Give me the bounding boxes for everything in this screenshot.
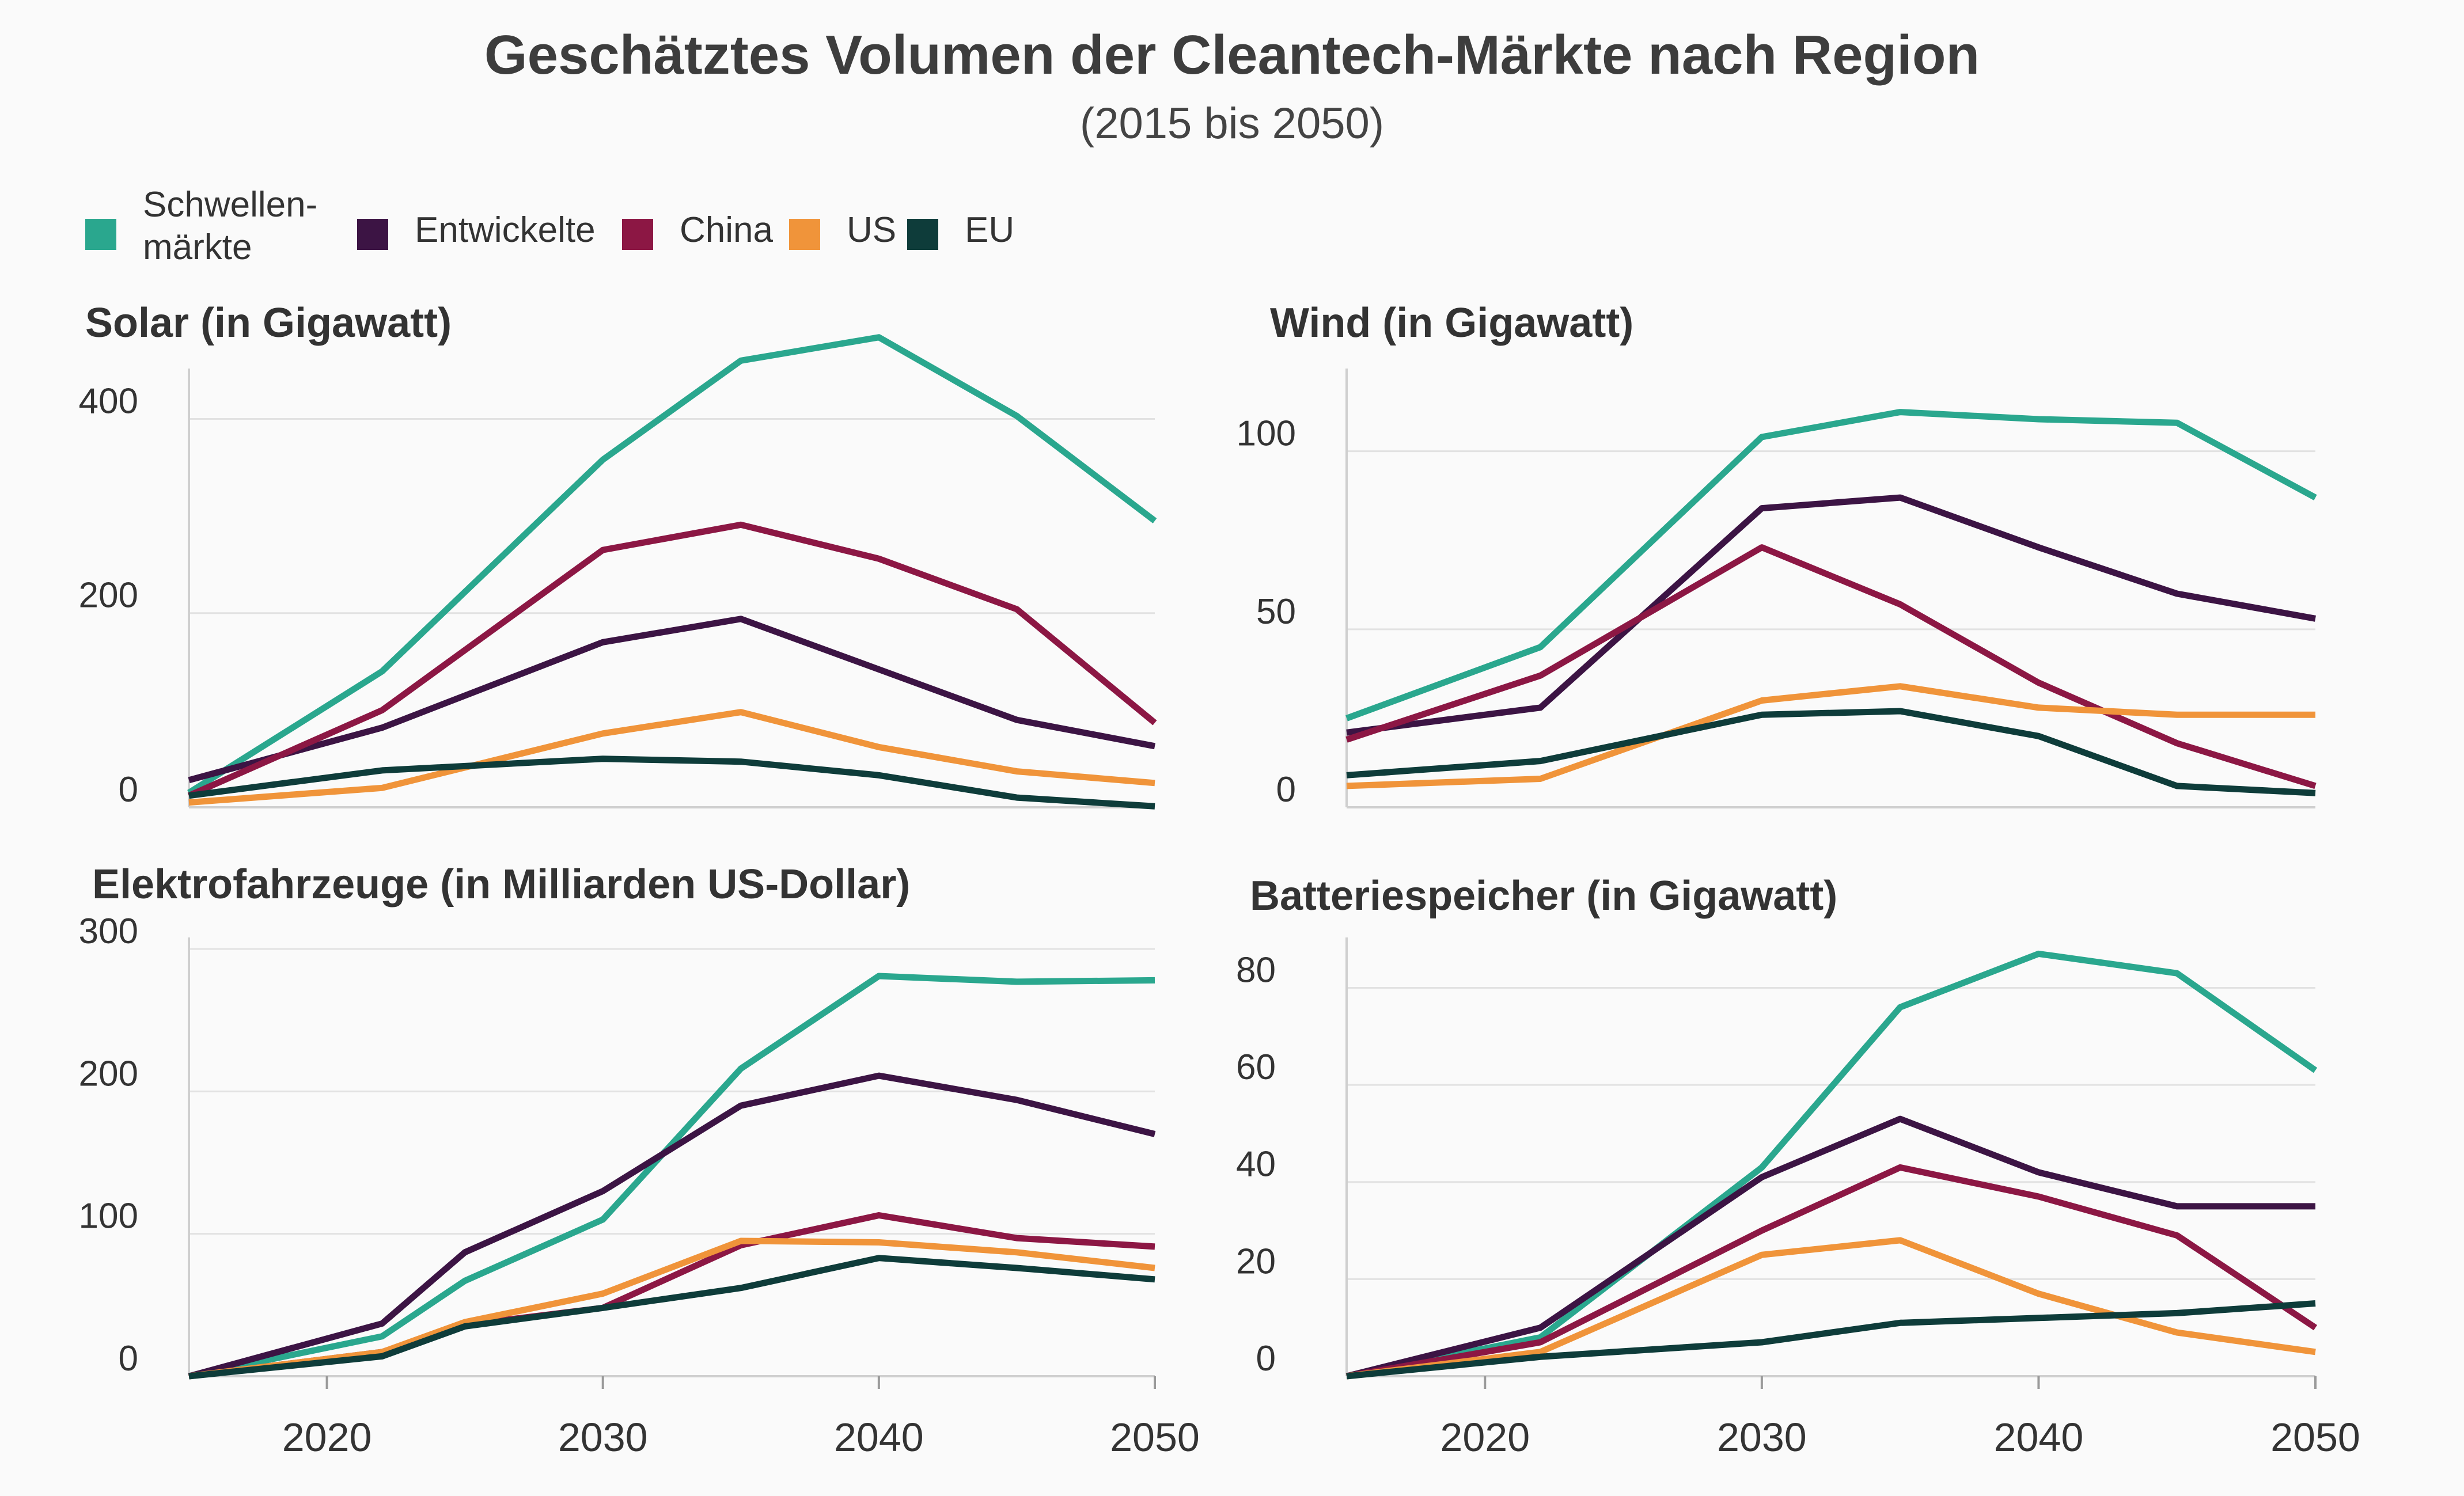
series-line — [1345, 544, 2317, 789]
series-line — [188, 709, 1155, 806]
panel-title: Solar (in Gigawatt) — [85, 300, 452, 346]
x-tick-label: 2030 — [558, 1415, 648, 1460]
legend-item: Schwellen-märkte — [85, 185, 317, 267]
y-tick-label: 300 — [79, 912, 138, 951]
chart-title: Geschätztes Volumen der Cleantech-Märkte… — [484, 24, 1980, 86]
series-line — [1345, 950, 2318, 1380]
legend-label: Entwickelte — [415, 210, 596, 250]
series-line — [188, 1255, 1155, 1380]
series-line — [188, 616, 1156, 784]
panel: Solar (in Gigawatt) 0 200 400 — [79, 300, 1157, 810]
panel-title: Batteriespeicher (in Gigawatt) — [1250, 873, 1837, 919]
panel: Elektrofahrzeuge (in Milliarden US-Dolla… — [79, 861, 1200, 1460]
series-line — [1346, 683, 2315, 789]
legend-swatch — [357, 219, 388, 250]
x-tick-label: 2050 — [1110, 1415, 1200, 1460]
legend-label: EU — [965, 210, 1014, 250]
legend-item: China — [622, 210, 774, 250]
series-line — [1345, 1115, 2315, 1380]
series-line — [188, 1237, 1155, 1380]
panel: Wind (in Gigawatt) 0 50 100 — [1237, 300, 2317, 810]
x-tick-label: 2030 — [1717, 1415, 1807, 1460]
x-tick-label: 2040 — [834, 1415, 924, 1460]
y-tick-label: 60 — [1236, 1047, 1276, 1087]
y-tick-label: 0 — [119, 1339, 138, 1379]
y-tick-label: 0 — [1256, 1339, 1276, 1379]
series-line — [188, 973, 1155, 1380]
legend-label: US — [847, 210, 896, 250]
chart-subtitle: (2015 bis 2050) — [1080, 99, 1384, 148]
legend-label: Schwellen- — [143, 185, 317, 225]
y-tick-label: 0 — [1276, 770, 1296, 810]
legend-item: Entwickelte — [357, 210, 596, 250]
panel: Batteriespeicher (in Gigawatt)0204060802… — [1236, 873, 2360, 1460]
legend-swatch — [907, 219, 938, 250]
legend-swatch — [622, 219, 653, 250]
y-tick-label: 0 — [119, 770, 138, 810]
series-line — [1345, 409, 2317, 722]
x-tick-label: 2020 — [1440, 1415, 1530, 1460]
series-line — [1346, 494, 2316, 736]
legend-label: märkte — [143, 227, 252, 267]
x-tick-label: 2050 — [2270, 1415, 2360, 1460]
panel-title: Elektrofahrzeuge (in Milliarden US-Dolla… — [92, 861, 910, 908]
y-tick-label: 100 — [79, 1197, 138, 1236]
panel-title: Wind (in Gigawatt) — [1270, 300, 1633, 346]
legend: Schwellen-märkte Entwickelte China US EU — [85, 185, 1014, 267]
series-line — [1346, 1300, 2316, 1380]
series-line — [187, 521, 1157, 799]
series-line — [1346, 1237, 2316, 1380]
y-tick-label: 200 — [79, 576, 138, 616]
series-line — [188, 1072, 1156, 1380]
legend-item: US — [789, 210, 896, 250]
legend-swatch — [85, 219, 116, 250]
x-tick-label: 2040 — [1994, 1415, 2084, 1460]
legend-swatch — [789, 219, 820, 250]
x-tick-label: 2020 — [282, 1415, 372, 1460]
series-line — [188, 755, 1155, 810]
series-line — [1346, 708, 2316, 796]
series-line — [1346, 1164, 2318, 1380]
y-tick-label: 20 — [1236, 1241, 1276, 1281]
y-tick-label: 200 — [79, 1054, 138, 1093]
y-tick-label: 400 — [79, 381, 138, 421]
series-line — [187, 334, 1157, 796]
y-tick-label: 100 — [1237, 414, 1296, 454]
y-tick-label: 50 — [1256, 592, 1296, 632]
y-tick-label: 80 — [1236, 950, 1276, 990]
y-tick-label: 40 — [1236, 1145, 1276, 1184]
legend-item: EU — [907, 210, 1014, 250]
legend-label: China — [680, 210, 774, 250]
